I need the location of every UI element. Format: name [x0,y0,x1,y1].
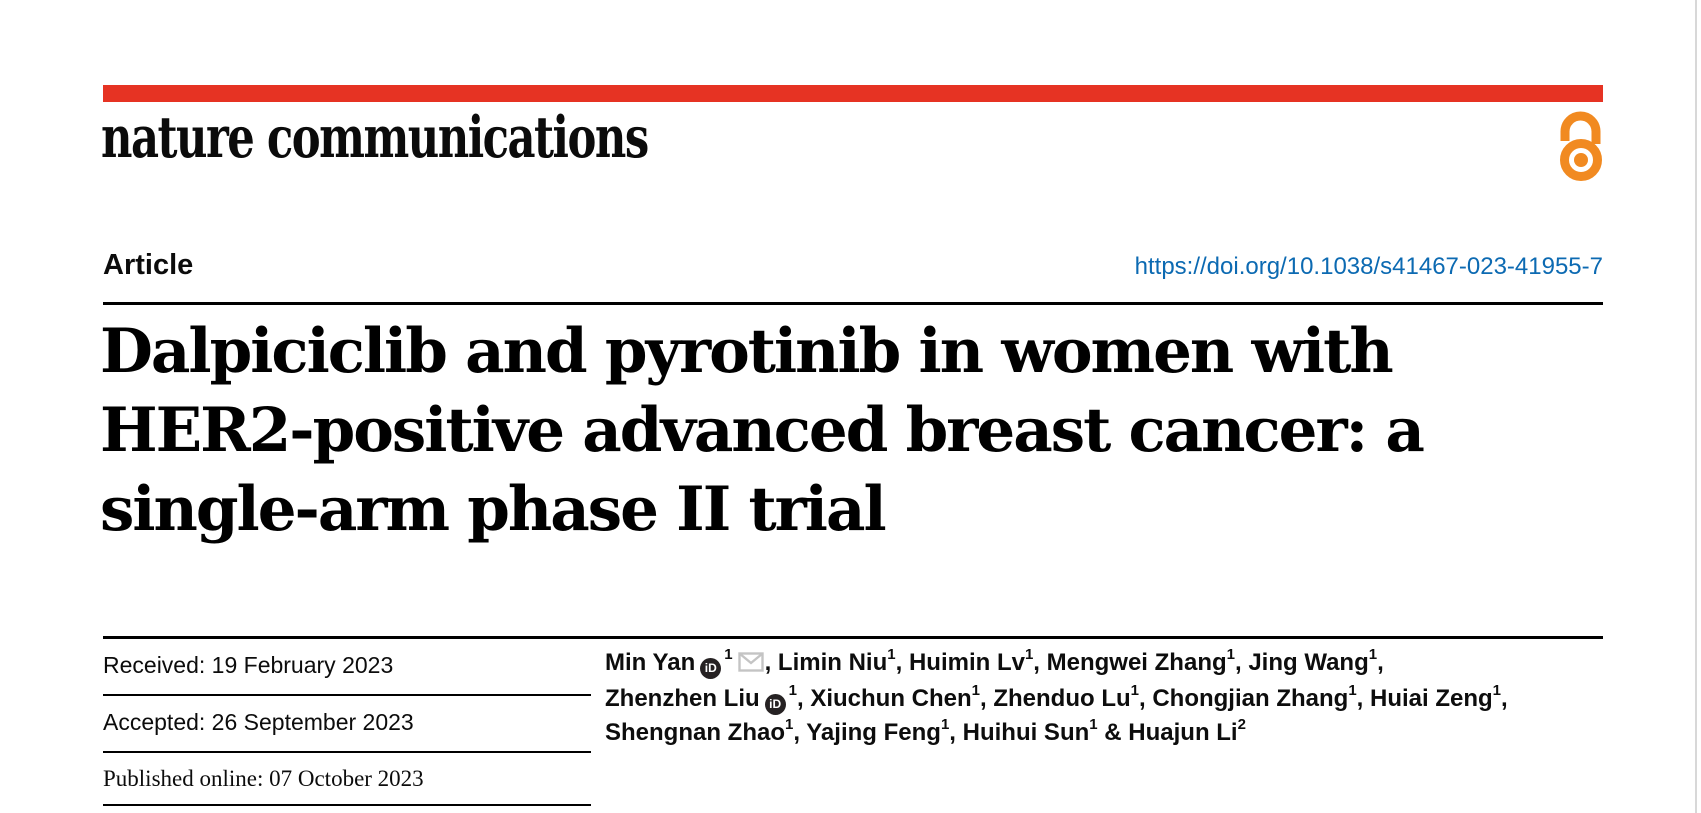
header-divider [103,302,1603,305]
accepted-date: Accepted: 26 September 2023 [103,709,414,735]
author-affiliation-superscript: 1 [1130,682,1139,699]
author-name-text: Shengnan Zhao [605,719,785,746]
author-name-text: & Huajun Li [1097,719,1238,746]
paper-title: Dalpiciclib and pyrotinib in women with … [100,316,1425,545]
author-affiliation-superscript: 2 [1237,716,1246,733]
divider [103,751,591,753]
doi-link[interactable]: https://doi.org/10.1038/s41467-023-41955… [1134,253,1603,280]
article-type-label: Article [103,249,194,281]
author-affiliation-superscript: 1 [1368,646,1378,663]
author-affiliation-superscript: 1 [785,716,794,733]
author-affiliation-superscript: 1 [1024,646,1034,663]
author-list: Min Yan iD1, Limin Niu1, Huimin Lv1, Meng… [605,646,1615,750]
page-edge-divider [1695,0,1697,813]
author-line: Min Yan iD1, Limin Niu1, Huimin Lv1, Meng… [605,646,1615,682]
author-affiliation-superscript: 1 [1348,682,1357,699]
author-affiliation-superscript: 1 [1089,716,1098,733]
author-name-text: Min Yan [605,649,696,676]
author-affiliation-superscript: 1 [724,646,733,663]
author-affiliation-superscript: 1 [940,716,950,733]
author-name-text: Zhenzhen Liu [605,685,760,712]
author-affiliation-superscript: 1 [971,682,981,699]
open-access-padlock-icon [1560,111,1602,181]
author-name-text: , Mengwei Zhang [1033,649,1227,676]
author-name-text: , Zhenduo Lu [980,685,1131,712]
author-name-text: , Huiai Zeng [1356,685,1493,712]
author-name-text: , Jing Wang [1234,649,1369,676]
author-affiliation-superscript: 1 [1492,682,1502,699]
published-date: Published online: 07 October 2023 [103,766,424,791]
author-name-text: , Chongjian Zhang [1139,685,1349,712]
orcid-icon[interactable]: iD [700,658,722,679]
section-divider [103,636,1603,639]
author-name-text: , [1377,649,1384,676]
journal-logo: nature communications [101,104,649,171]
author-name-text: , Huimin Lv [895,649,1025,676]
author-name-text: , Huihui Sun [949,719,1090,746]
orcid-icon[interactable]: iD [764,694,786,715]
divider [103,694,591,696]
author-name-text: , Xiuchun Chen [797,685,972,712]
email-envelope-icon[interactable] [737,648,764,682]
received-date: Received: 19 February 2023 [103,652,394,678]
author-line: Zhenzhen Liu iD1, Xiuchun Chen1, Zhenduo … [605,682,1615,716]
author-affiliation-superscript: 1 [788,682,797,699]
masthead-red-bar [103,85,1603,102]
author-name-text: , Limin Niu [764,649,888,676]
author-name-text: , Yajing Feng [793,719,941,746]
author-line: Shengnan Zhao1, Yajing Feng1, Huihui Sun… [605,716,1615,750]
author-affiliation-superscript: 1 [1226,646,1235,663]
author-affiliation-superscript: 1 [887,646,896,663]
author-name-text: , [1501,685,1508,712]
divider [103,804,591,806]
